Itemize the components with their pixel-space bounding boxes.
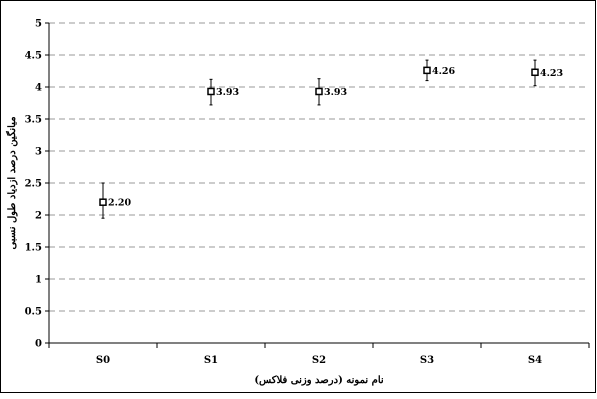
y-tick-label: 3 [35,147,42,158]
y-tick-label: 2 [35,211,42,222]
data-marker [531,68,539,77]
y-tick-label: 2.5 [25,179,42,190]
y-axis-title: میانگین درصد ازدیاد طول نسبی [5,116,18,249]
data-point-s3: 4.26 [423,59,456,82]
data-point-s2: 3.93 [315,78,347,106]
data-label: 2.20 [108,198,132,209]
y-tick-label: 0.5 [25,307,42,318]
y-tick-label: 1 [35,275,42,286]
data-marker [207,87,215,96]
y-tick-label: 5 [35,19,42,30]
data-label: 4.23 [540,68,563,79]
data-point-s4: 4.23 [531,59,563,87]
data-point-s0: 2.20 [99,182,132,219]
data-marker [315,87,323,96]
grid-layer [49,22,589,312]
y-tick-label: 0 [35,339,42,350]
data-marker [99,198,107,206]
x-tick-label: S3 [420,355,434,366]
data-marker [423,66,431,75]
data-point-s1: 3.93 [207,78,239,106]
y-tick-label: 3.5 [25,115,42,126]
x-tick-layer: S0 S1 S2 S3 S4 [48,343,590,366]
data-label: 3.93 [216,87,239,98]
y-tick-label: 4 [35,83,42,94]
x-tick-label: S4 [528,355,542,366]
x-tick-label: S2 [312,355,326,366]
x-axis-title: نام نمونه (درصد وزنی فلاکس) [254,375,384,386]
y-tick-label: 1.5 [25,243,42,254]
x-tick-label: S1 [204,355,218,366]
data-label: 4.26 [432,66,456,77]
x-tick-label: S0 [96,355,110,366]
data-label: 3.93 [324,87,347,98]
y-tick-layer: 0 0.5 1 1.5 2 2.5 3 3.5 4 4.5 5 [25,19,49,350]
series-layer: 2.20 3.93 3.93 4.26 4.23 [99,59,563,219]
y-tick-label: 4.5 [25,51,42,62]
